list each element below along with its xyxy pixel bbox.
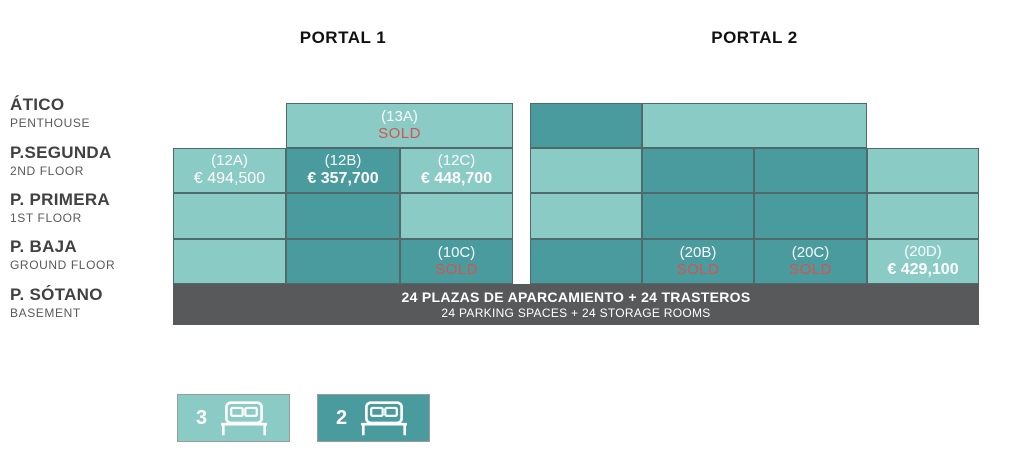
- unit-cell-20C[interactable]: (20C) SOLD: [754, 239, 867, 284]
- floor-label-segunda: P.SEGUNDA 2ND FLOOR: [10, 144, 170, 178]
- unit-cell-p1-ground-a: [173, 239, 286, 284]
- unit-cell-p1-first-b: [286, 193, 400, 239]
- unit-status: SOLD: [378, 124, 421, 142]
- floor-title: P. SÓTANO: [10, 285, 103, 304]
- unit-price: € 357,700: [307, 169, 379, 187]
- unit-cell-12A[interactable]: (12A) € 494,500: [173, 148, 286, 193]
- floor-label-primera: P. PRIMERA 1ST FLOOR: [10, 191, 170, 225]
- unit-id: (20D): [904, 243, 942, 261]
- parking-bar-line-en: 24 PARKING SPACES + 24 STORAGE ROOMS: [441, 306, 711, 320]
- unit-cell-p2-second-d: [867, 148, 979, 193]
- portal-1-header: PORTAL 1: [299, 28, 387, 47]
- unit-cell-p2-atico-b: [642, 103, 867, 148]
- unit-id: (20C): [791, 243, 830, 261]
- unit-cell-p1-first-c: [400, 193, 513, 239]
- unit-cell-20B[interactable]: (20B) SOLD: [642, 239, 754, 284]
- unit-cell-p2-first-c: [754, 193, 867, 239]
- floor-subtitle: BASEMENT: [10, 305, 81, 320]
- unit-price: € 429,100: [887, 260, 959, 278]
- unit-cell-p2-first-a: [530, 193, 642, 239]
- floor-subtitle: 1ST FLOOR: [10, 210, 82, 225]
- unit-cell-12B[interactable]: (12B) € 357,700: [286, 148, 400, 193]
- floor-title: ÁTICO: [10, 95, 65, 114]
- unit-id: (10C): [437, 243, 476, 261]
- unit-cell-13A[interactable]: (13A) SOLD: [286, 103, 513, 148]
- unit-cell-10C[interactable]: (10C) SOLD: [400, 239, 513, 284]
- unit-status: SOLD: [676, 260, 720, 278]
- unit-cell-p2-second-a: [530, 148, 642, 193]
- portal-2-header: PORTAL 2: [711, 28, 798, 47]
- unit-cell-p2-second-b: [642, 148, 754, 193]
- unit-price: € 448,700: [420, 169, 493, 187]
- unit-id: (12C): [437, 152, 476, 170]
- legend-2-bedrooms: 2: [317, 394, 430, 442]
- unit-id: (12A): [211, 152, 248, 170]
- legend-bedroom-count: 2: [335, 406, 348, 429]
- unit-cell-p1-first-a: [173, 193, 286, 239]
- unit-id: (20B): [679, 243, 717, 261]
- floor-title: P. BAJA: [10, 237, 77, 256]
- floor-subtitle: 2ND FLOOR: [10, 163, 85, 178]
- unit-status: SOLD: [435, 260, 478, 278]
- unit-cell-p2-second-c: [754, 148, 867, 193]
- unit-cell-p2-first-d: [867, 193, 979, 239]
- bed-icon: [221, 400, 267, 435]
- floor-title: P. PRIMERA: [10, 190, 110, 209]
- floor-label-baja: P. BAJA GROUND FLOOR: [10, 238, 170, 272]
- parking-bar-line-es: 24 PLAZAS DE APARCAMIENTO + 24 TRASTEROS: [401, 289, 751, 305]
- bed-icon: [361, 400, 407, 435]
- floor-subtitle: PENTHOUSE: [10, 115, 91, 130]
- unit-cell-p1-ground-b: [286, 239, 400, 284]
- floor-label-atico: ÁTICO PENTHOUSE: [10, 96, 170, 130]
- unit-id: (13A): [381, 107, 418, 125]
- unit-cell-p2-first-b: [642, 193, 754, 239]
- floor-subtitle: GROUND FLOOR: [10, 257, 116, 272]
- parking-storage-bar: 24 PLAZAS DE APARCAMIENTO + 24 TRASTEROS…: [173, 284, 979, 325]
- legend-3-bedrooms: 3: [177, 394, 290, 442]
- unit-cell-12C[interactable]: (12C) € 448,700: [400, 148, 513, 193]
- unit-cell-p2-atico-a: [530, 103, 642, 148]
- unit-id: (12B): [324, 152, 362, 170]
- floor-label-sotano: P. SÓTANO BASEMENT: [10, 286, 170, 320]
- legend-bedroom-count: 3: [195, 406, 208, 429]
- unit-cell-p2-ground-a: [530, 239, 642, 284]
- floor-title: P.SEGUNDA: [10, 143, 112, 162]
- unit-cell-20D[interactable]: (20D) € 429,100: [867, 239, 979, 284]
- unit-price: € 494,500: [193, 169, 266, 187]
- unit-status: SOLD: [789, 260, 832, 278]
